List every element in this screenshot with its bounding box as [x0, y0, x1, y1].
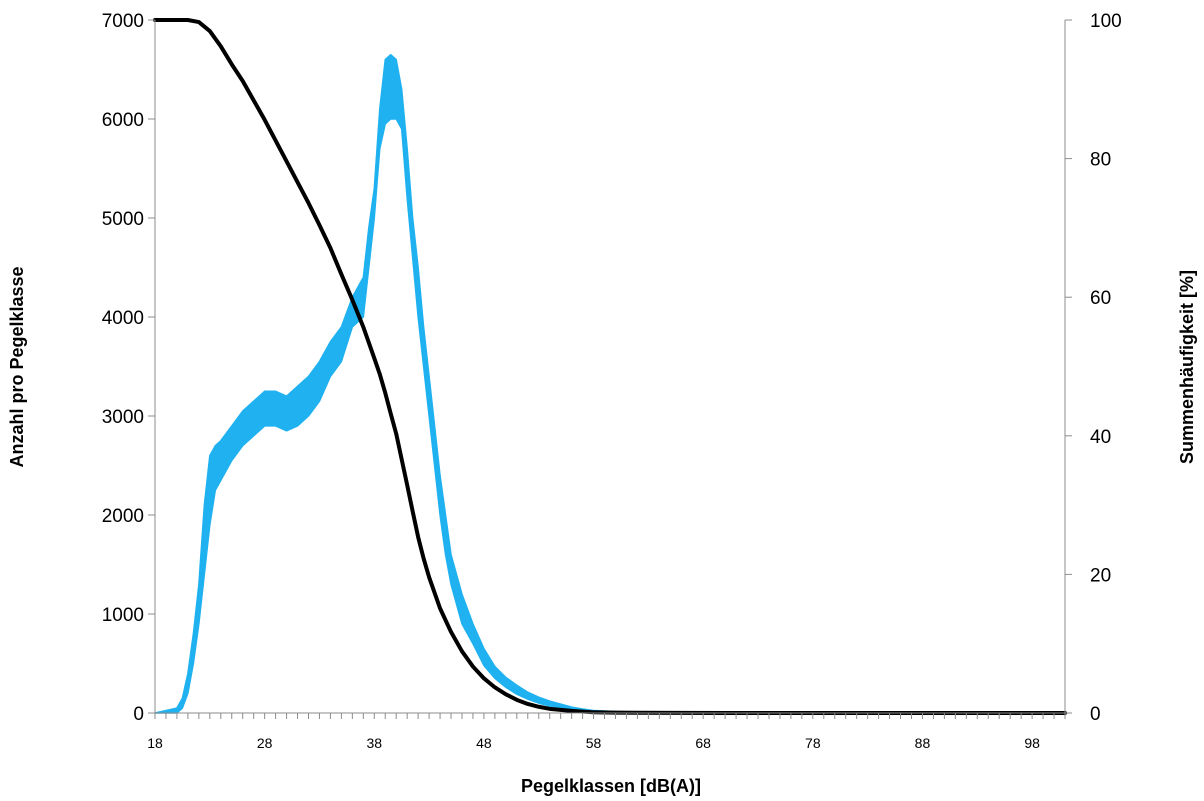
- y2-tick-label: 100: [1090, 11, 1122, 32]
- y-tick-label: 3000: [102, 407, 144, 428]
- y2-tick-label: 20: [1090, 565, 1111, 586]
- x-tick-label: 18: [147, 735, 163, 751]
- y2-tick-label: 60: [1090, 288, 1111, 309]
- x-tick-label: 68: [695, 735, 711, 751]
- black-series-layer: [155, 20, 1065, 713]
- x-tick-label: 38: [366, 735, 382, 751]
- ticks-layer: 0 1000 2000 3000 4000 5000 6000 7000 0 20 40 60 80 10…: [102, 11, 1122, 751]
- black-cumulative-line: [155, 20, 1065, 713]
- cyan-series-layer: [155, 55, 1065, 713]
- axes-layer: [155, 20, 1065, 713]
- y2-axis-title: Summenhäufigkeit [%]: [1177, 270, 1197, 464]
- x-tick-label: 48: [476, 735, 492, 751]
- y-tick-label: 2000: [102, 506, 144, 527]
- y-tick-label: 6000: [102, 110, 144, 131]
- y-axis-title: Anzahl pro Pegelklasse: [7, 266, 27, 467]
- y-tick-label: 7000: [102, 11, 144, 32]
- y-tick-label: 5000: [102, 209, 144, 230]
- x-tick-label: 98: [1024, 735, 1040, 751]
- y2-tick-label: 80: [1090, 150, 1111, 171]
- cyan-band-area: [155, 55, 1065, 713]
- x-tick-label: 58: [586, 735, 602, 751]
- y-tick-label: 0: [133, 704, 144, 725]
- x-axis-title: Pegelklassen [dB(A)]: [521, 776, 701, 796]
- x-tick-label: 28: [257, 735, 273, 751]
- x-tick-label: 78: [805, 735, 821, 751]
- y-tick-label: 1000: [102, 605, 144, 626]
- x-tick-label: 88: [915, 735, 931, 751]
- y-tick-label: 4000: [102, 308, 144, 329]
- y2-tick-label: 0: [1090, 704, 1101, 725]
- y2-tick-label: 40: [1090, 427, 1111, 448]
